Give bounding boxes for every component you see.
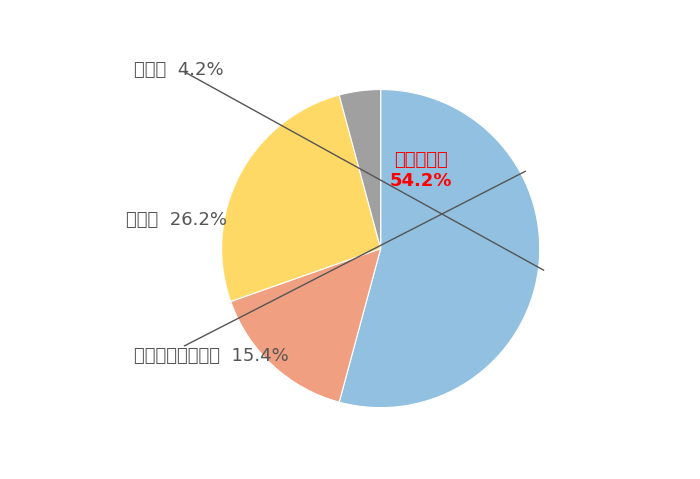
Text: 現金・預金
54.2%: 現金・預金 54.2% (389, 151, 452, 190)
Wedge shape (340, 90, 381, 249)
Text: その他  4.2%: その他 4.2% (134, 61, 224, 80)
Wedge shape (231, 249, 381, 402)
Text: 保险等  26.2%: 保险等 26.2% (126, 211, 228, 229)
Wedge shape (340, 90, 540, 408)
Text: 株式・投賄信託等  15.4%: 株式・投賄信託等 15.4% (134, 347, 289, 365)
Wedge shape (222, 95, 381, 301)
